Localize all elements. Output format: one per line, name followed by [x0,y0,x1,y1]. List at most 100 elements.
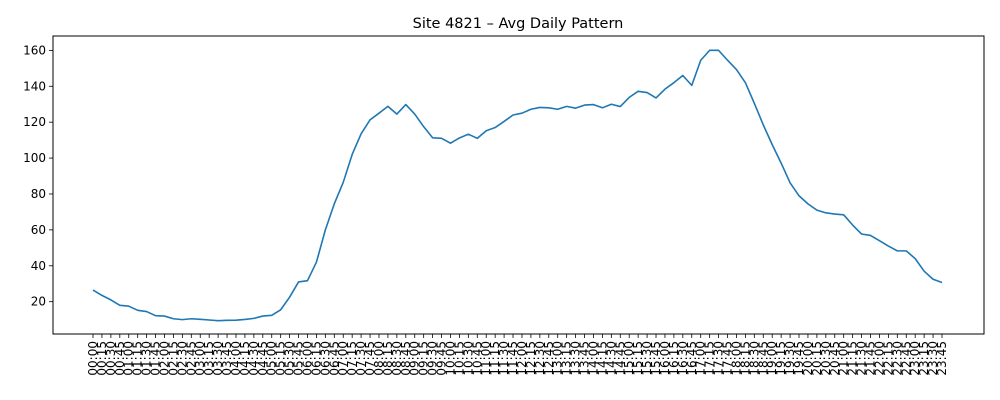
x-tick-label: 10:45 [470,341,484,376]
x-tick-label: 17:30 [712,341,726,376]
x-tick-label: 08:00 [372,341,386,376]
x-tick-label: 04:15 [238,341,252,376]
x-tick-label: 17:15 [703,341,717,376]
x-tick-label: 11:15 [488,341,502,376]
chart-title: Site 4821 – Avg Daily Pattern [413,16,624,32]
x-tick-label: 10:15 [452,341,466,376]
x-tick-label: 02:30 [175,341,189,376]
x-tick-label: 16:15 [667,341,681,376]
x-tick-label: 01:00 [122,341,136,376]
x-tick-label: 10:30 [461,341,475,376]
x-tick-label: 22:45 [899,341,913,376]
y-tick-label: 40 [31,259,46,273]
x-tick-label: 18:30 [747,341,761,376]
x-tick-label: 06:00 [300,341,314,376]
x-tick-label: 19:15 [774,341,788,376]
x-tick-label: 14:45 [613,341,627,376]
x-tick-label: 15:00 [622,341,636,376]
x-tick-label: 08:15 [381,341,395,376]
x-tick-label: 06:15 [309,341,323,376]
x-tick-label: 03:00 [193,341,207,376]
x-tick-label: 12:15 [524,341,538,376]
x-tick-label: 14:00 [586,341,600,376]
x-tick-label: 07:15 [345,341,359,376]
x-tick-label: 23:45 [935,341,949,376]
x-tick-label: 02:45 [184,341,198,376]
series-line [92,49,943,322]
x-tick-label: 21:30 [855,341,869,376]
y-tick-label: 20 [31,295,46,309]
x-tick-label: 22:30 [890,341,904,376]
x-tick-label: 16:30 [676,341,690,376]
x-tick-label: 20:15 [810,341,824,376]
x-tick-label: 23:00 [908,341,922,376]
y-tick-label: 100 [23,151,46,165]
x-tick-label: 18:15 [738,341,752,376]
x-tick-label: 14:15 [595,341,609,376]
x-tick-label: 09:45 [435,341,449,376]
x-tick-label: 08:45 [399,341,413,376]
x-tick-label: 02:00 [157,341,171,376]
x-tick-label: 12:00 [515,341,529,376]
x-tick-label: 05:00 [265,341,279,376]
x-tick-label: 00:00 [86,341,100,376]
x-tick-label: 21:00 [837,341,851,376]
x-axis: 00:0000:1500:3000:4501:0001:1501:3001:45… [86,334,949,376]
y-tick-label: 140 [23,79,46,93]
x-tick-label: 18:00 [729,341,743,376]
x-tick-label: 03:15 [202,341,216,376]
x-tick-label: 14:30 [604,341,618,376]
x-tick-label: 01:15 [131,341,145,376]
x-tick-label: 07:00 [336,341,350,376]
y-tick-label: 120 [23,115,46,129]
x-tick-label: 05:15 [274,341,288,376]
y-tick-label: 80 [31,187,46,201]
x-tick-label: 20:30 [819,341,833,376]
x-tick-label: 00:45 [113,341,127,376]
x-tick-label: 06:30 [318,341,332,376]
x-tick-label: 15:15 [631,341,645,376]
x-tick-label: 15:30 [640,341,654,376]
x-tick-label: 16:45 [685,341,699,376]
x-tick-label: 19:45 [792,341,806,376]
x-tick-label: 13:30 [569,341,583,376]
x-tick-label: 09:15 [417,341,431,376]
x-tick-label: 05:30 [283,341,297,376]
x-tick-label: 03:30 [211,341,225,376]
x-tick-label: 09:00 [408,341,422,376]
x-tick-label: 12:30 [533,341,547,376]
x-tick-label: 17:45 [721,341,735,376]
x-tick-label: 04:30 [247,341,261,376]
x-tick-label: 01:45 [149,341,163,376]
x-tick-label: 22:15 [881,341,895,376]
x-tick-label: 18:45 [756,341,770,376]
x-tick-label: 15:45 [649,341,663,376]
axes-frame [52,35,985,335]
y-tick-label: 160 [23,43,46,57]
x-tick-label: 00:15 [95,341,109,376]
x-tick-label: 19:30 [783,341,797,376]
plot-area [92,49,943,322]
x-tick-label: 22:00 [872,341,886,376]
x-tick-label: 17:00 [694,341,708,376]
x-tick-label: 00:30 [104,341,118,376]
x-tick-label: 04:00 [229,341,243,376]
x-tick-label: 08:30 [390,341,404,376]
x-tick-label: 20:45 [828,341,842,376]
x-tick-label: 11:00 [479,341,493,376]
x-tick-label: 23:15 [917,341,931,376]
x-tick-label: 04:45 [256,341,270,376]
x-tick-label: 07:30 [354,341,368,376]
x-tick-label: 12:45 [542,341,556,376]
x-tick-label: 03:45 [220,341,234,376]
x-tick-label: 19:00 [765,341,779,376]
x-tick-label: 13:15 [560,341,574,376]
y-axis: 20 40 60 80 100 120 140 160 [23,43,53,309]
x-tick-label: 05:45 [292,341,306,376]
x-tick-label: 20:00 [801,341,815,376]
x-tick-label: 21:45 [864,341,878,376]
x-tick-label: 13:45 [578,341,592,376]
x-tick-label: 07:45 [363,341,377,376]
x-tick-label: 11:30 [497,341,511,376]
